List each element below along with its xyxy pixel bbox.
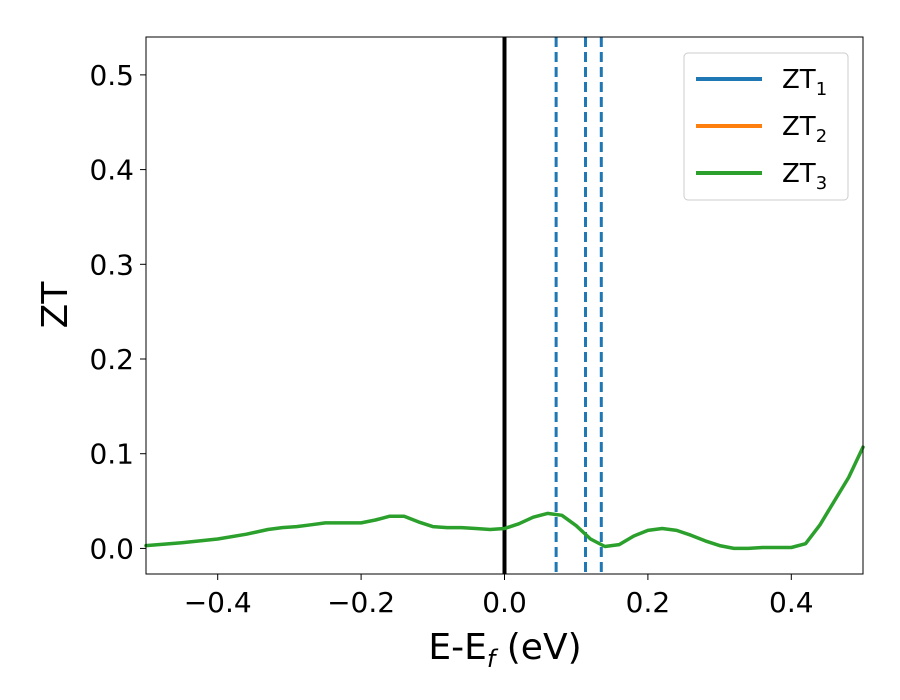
x-tick-label: −0.2: [327, 586, 395, 619]
y-tick-label: 0.0: [89, 532, 134, 565]
x-tick-label: −0.4: [184, 586, 252, 619]
y-tick-label: 0.3: [89, 248, 134, 281]
x-tick-label: 0.4: [769, 586, 814, 619]
x-axis: −0.4 −0.2 0.0 0.2 0.4: [184, 574, 814, 619]
legend-label-3: ZT3: [782, 159, 827, 194]
legend-label-2: ZT2: [782, 112, 827, 147]
legend-box: [683, 52, 849, 201]
x-axis-title-main: E-E: [428, 627, 486, 668]
x-tick-label: 0.2: [626, 586, 671, 619]
y-tick-label: 0.1: [89, 438, 134, 471]
y-tick-label: 0.4: [89, 154, 134, 187]
y-tick-label: 0.5: [89, 59, 134, 92]
legend: ZT1 ZT2 ZT3: [683, 52, 849, 201]
x-axis-title-rest: (eV): [495, 627, 581, 668]
legend-items: ZT1 ZT2 ZT3: [696, 65, 827, 194]
y-axis: 0.0 0.1 0.2 0.3 0.4 0.5: [89, 59, 146, 565]
series-line-zt3: [144, 445, 865, 551]
x-axis-title: E-Ef (eV): [428, 627, 581, 673]
x-tick-label: 0.0: [482, 586, 527, 619]
y-axis-title: ZT: [35, 281, 76, 329]
plot-area: [144, 37, 865, 574]
y-tick-label: 0.2: [89, 343, 134, 376]
legend-label-1: ZT1: [782, 65, 827, 100]
